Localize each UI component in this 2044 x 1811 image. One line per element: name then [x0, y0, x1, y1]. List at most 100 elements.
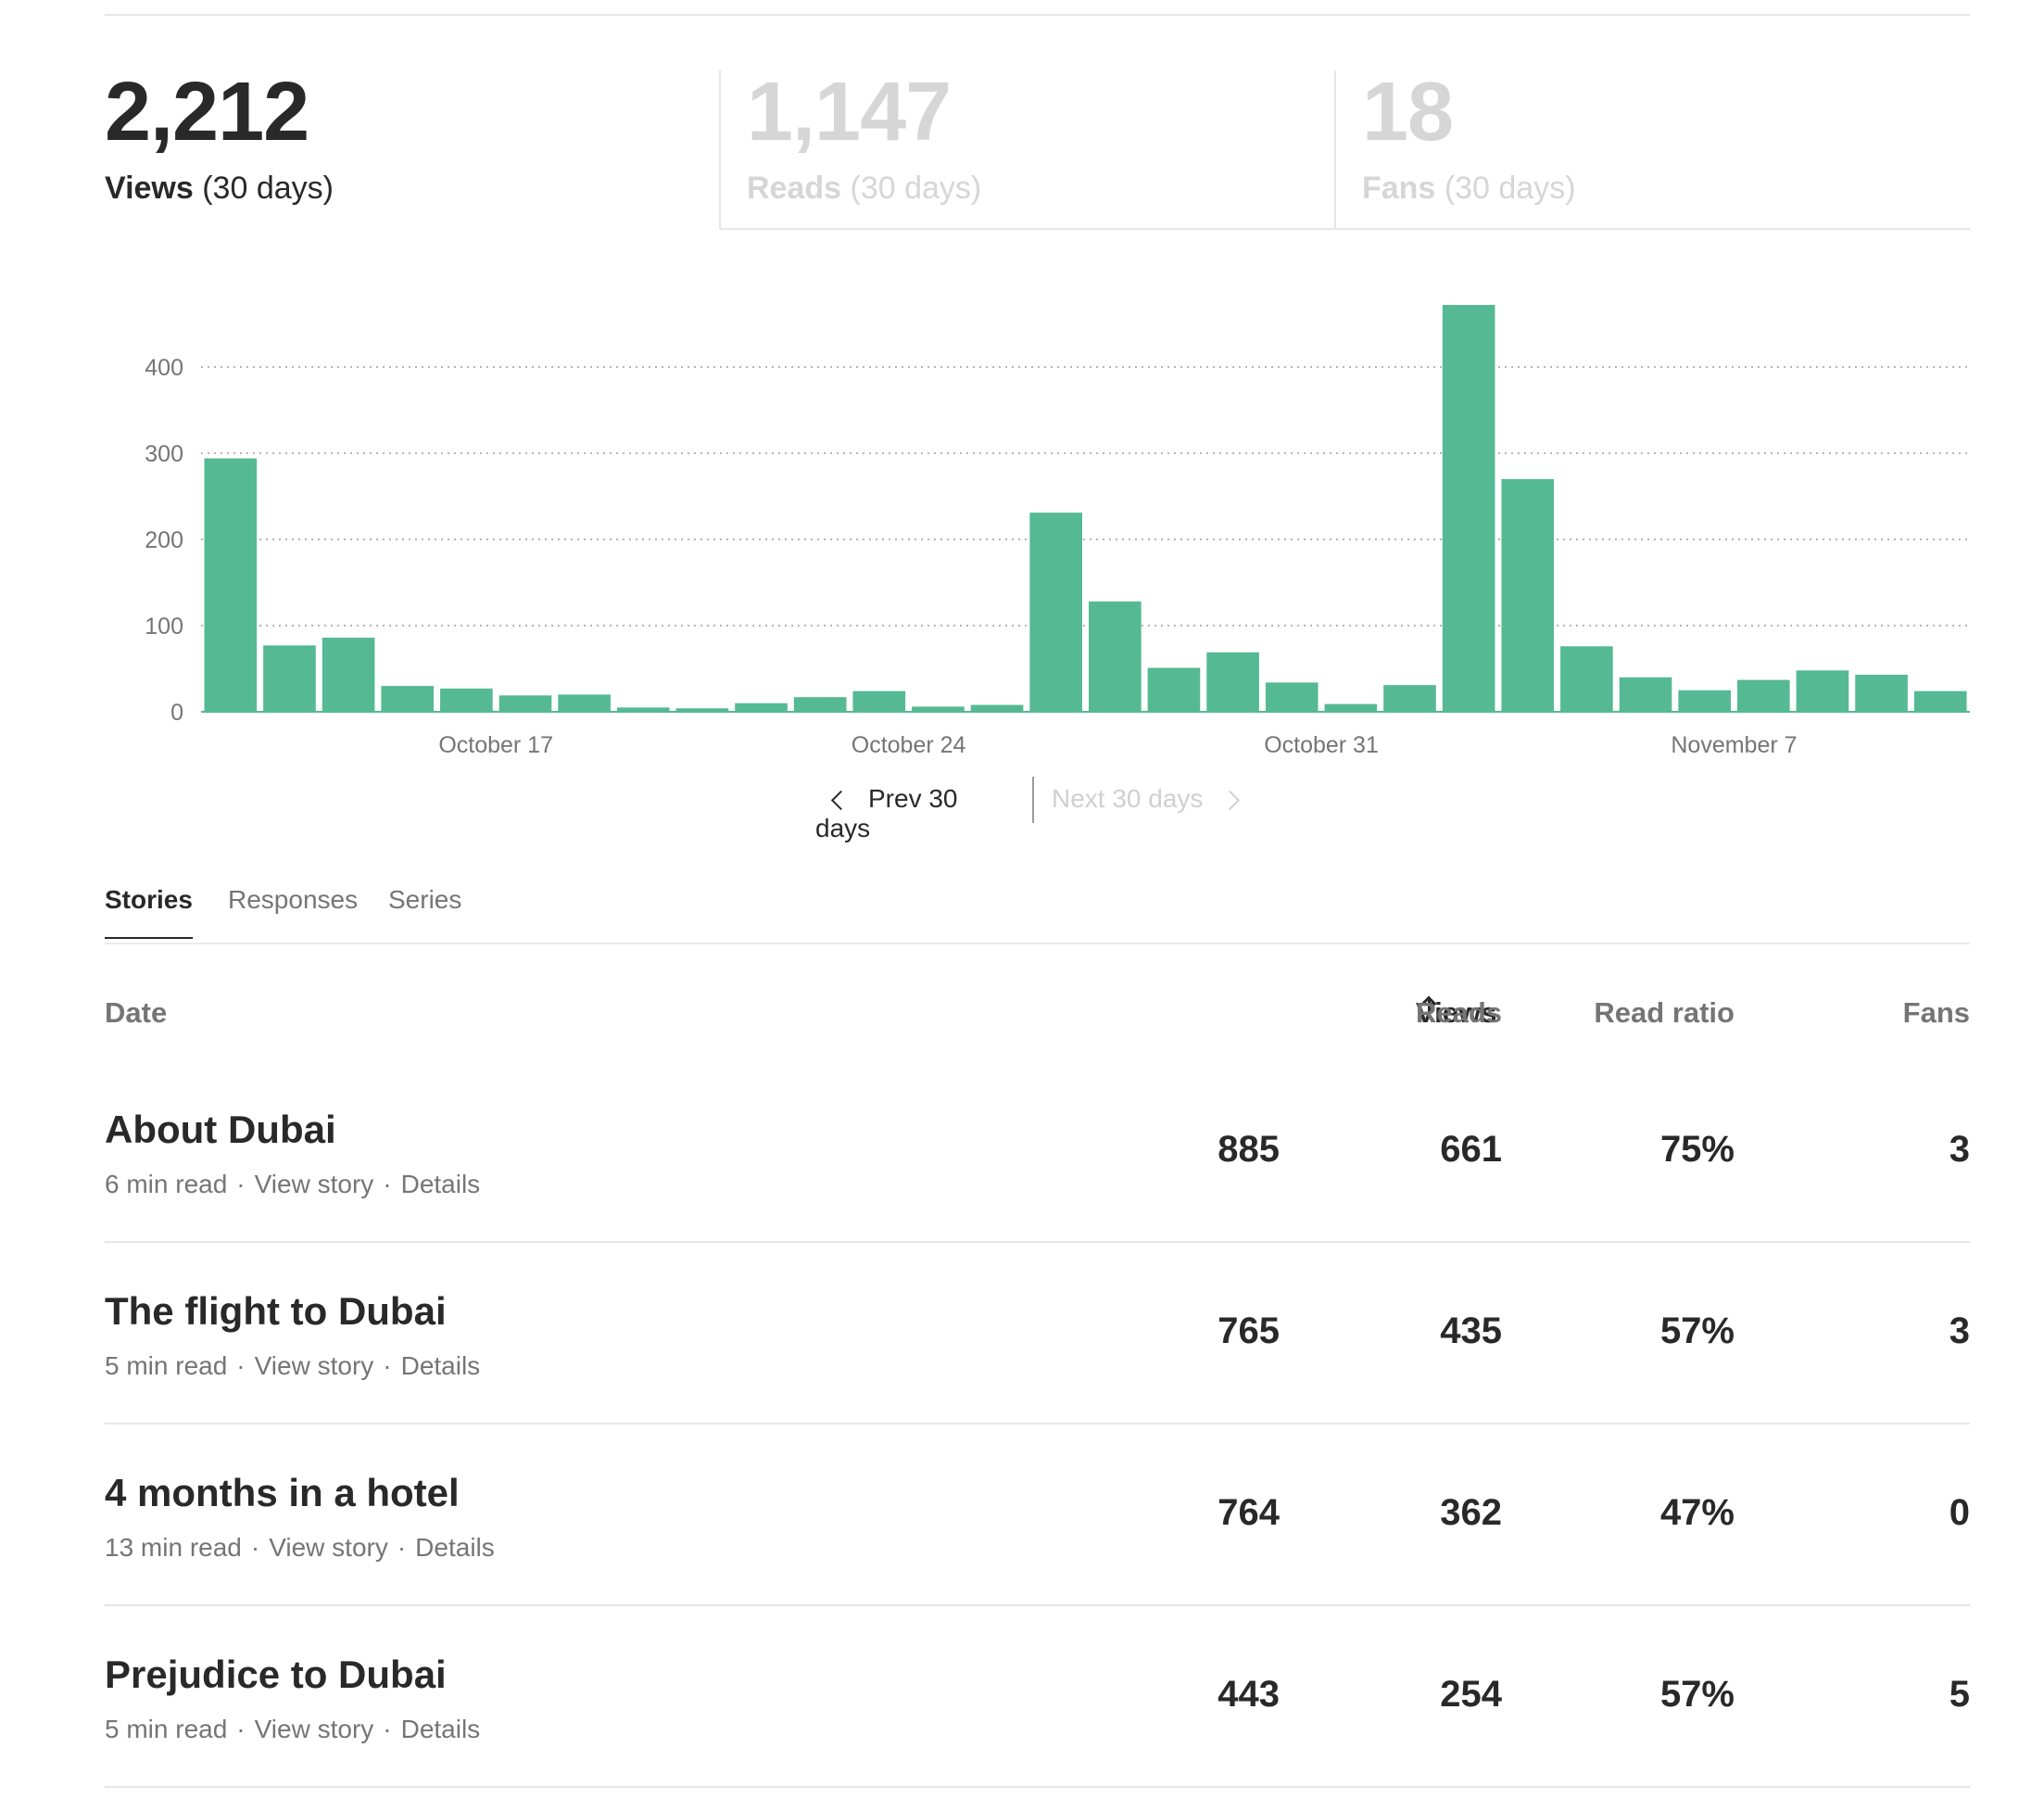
- table-row: The flight to Dubai 5 min read · View stor…: [105, 1243, 1970, 1425]
- reads-count: 1,147: [747, 66, 952, 158]
- story-meta: 5 min read · View story · Details: [105, 1351, 481, 1380]
- prev-30-days-button[interactable]: Prev 30 days: [815, 784, 958, 842]
- view-story-link[interactable]: View story: [254, 1715, 374, 1743]
- read-ratio-value: 57%: [1659, 1311, 1735, 1351]
- bar: [1560, 646, 1613, 712]
- bar: [1029, 513, 1082, 712]
- bar: [793, 697, 847, 712]
- read-ratio-value: 75%: [1659, 1129, 1735, 1170]
- tab-series[interactable]: Series: [388, 885, 462, 914]
- views-value: 765: [1218, 1311, 1280, 1351]
- bar: [322, 638, 375, 712]
- view-story-link[interactable]: View story: [269, 1533, 388, 1562]
- story-meta: 6 min read · View story · Details: [105, 1170, 481, 1198]
- view-story-link[interactable]: View story: [254, 1351, 374, 1380]
- details-link[interactable]: Details: [400, 1351, 481, 1380]
- story-meta: 5 min read · View story · Details: [105, 1715, 481, 1743]
- bar: [735, 703, 788, 712]
- bar: [616, 707, 670, 712]
- top-divider: [105, 14, 1970, 16]
- x-tick-label: October 17: [438, 732, 553, 758]
- reads-value: 435: [1440, 1311, 1502, 1351]
- read-time: 13 min read: [105, 1533, 242, 1562]
- column-fans[interactable]: Fans: [1902, 996, 1970, 1029]
- story-title[interactable]: Prejudice to Dubai: [105, 1653, 447, 1696]
- column-read-ratio[interactable]: Read ratio: [1594, 996, 1735, 1029]
- fans-value: 3: [1949, 1311, 1970, 1351]
- fans-value: 3: [1949, 1129, 1970, 1170]
- bar: [1206, 652, 1259, 712]
- fans-value: 5: [1949, 1674, 1970, 1715]
- read-ratio-value: 47%: [1659, 1492, 1735, 1533]
- bar: [1855, 675, 1908, 712]
- bar: [1913, 690, 1967, 712]
- reads-value: 362: [1440, 1492, 1502, 1533]
- bar: [440, 688, 493, 712]
- bar: [970, 704, 1024, 712]
- x-tick-label: November 7: [1671, 732, 1797, 758]
- column-reads[interactable]: Reads: [1415, 996, 1502, 1029]
- read-time: 5 min read: [105, 1715, 228, 1743]
- bar: [1501, 478, 1555, 712]
- y-tick-label: 300: [145, 441, 183, 467]
- details-link[interactable]: Details: [400, 1715, 481, 1743]
- tab-responses[interactable]: Responses: [228, 885, 359, 914]
- bar: [498, 695, 552, 712]
- y-tick-label: 100: [145, 614, 183, 640]
- fans-value: 0: [1949, 1492, 1970, 1533]
- table-row: About Dubai 6 min read · View story · Detail…: [105, 1061, 1970, 1243]
- bar: [558, 694, 611, 712]
- read-ratio-value: 57%: [1659, 1674, 1735, 1715]
- chevron-left-icon: [830, 791, 852, 811]
- bar: [912, 706, 965, 712]
- story-meta: 13 min read · View story · Details: [105, 1533, 495, 1562]
- table-row: 4 months in a hotel 13 min read · View sto…: [105, 1425, 1970, 1606]
- bar: [1147, 667, 1201, 712]
- table-row: Prejudice to Dubai 5 min read · View story…: [105, 1606, 1970, 1788]
- bar: [1736, 679, 1790, 712]
- bar: [1265, 682, 1319, 712]
- story-title[interactable]: About Dubai: [105, 1108, 336, 1151]
- x-tick-label: October 31: [1264, 732, 1379, 758]
- next-30-days-button[interactable]: Next 30 days: [1052, 784, 1265, 814]
- stories-table: About Dubai 6 min read · View story · Detail…: [105, 1061, 1970, 1788]
- reads-value: 661: [1440, 1129, 1502, 1170]
- story-title[interactable]: The flight to Dubai: [105, 1289, 447, 1333]
- bar: [263, 645, 316, 712]
- views-bar-chart: 0 100 200 300 400 October 17 October 24 October…: [145, 305, 1970, 758]
- y-tick-label: 200: [145, 527, 183, 553]
- y-tick-label: 400: [145, 355, 183, 381]
- details-link[interactable]: Details: [400, 1170, 481, 1198]
- tab-stories[interactable]: Stories: [105, 885, 193, 939]
- views-value: 885: [1218, 1129, 1280, 1170]
- table-header: Date Views Reads Read ratio Fans: [105, 996, 1970, 1029]
- view-story-link[interactable]: View story: [254, 1170, 374, 1198]
- stats-summary: 2,212 Views (30 days) 1,147 Reads (30 da…: [105, 70, 1970, 230]
- bar: [1442, 305, 1495, 712]
- x-tick-label: October 24: [852, 732, 966, 758]
- bar: [204, 458, 258, 712]
- views-value: 443: [1218, 1674, 1280, 1715]
- content-tabs: Stories Responses Series: [105, 885, 1970, 944]
- fans-count: 18: [1362, 66, 1454, 158]
- bar: [381, 686, 435, 712]
- read-time: 6 min read: [105, 1170, 228, 1198]
- chevron-right-icon: [1220, 791, 1241, 811]
- bar: [1678, 690, 1731, 712]
- read-time: 5 min read: [105, 1351, 228, 1380]
- bar: [1324, 703, 1378, 712]
- story-title[interactable]: 4 months in a hotel: [105, 1471, 460, 1514]
- bar: [1089, 601, 1142, 712]
- reads-stat-tab[interactable]: 1,147 Reads (30 days): [719, 70, 1334, 230]
- reads-label: Reads (30 days): [747, 171, 982, 206]
- details-link[interactable]: Details: [415, 1533, 495, 1562]
- reads-value: 254: [1440, 1674, 1502, 1715]
- y-tick-label: 0: [170, 700, 183, 726]
- sort-arrow-up-icon: [1423, 996, 1434, 1019]
- views-label: Views (30 days): [105, 171, 334, 206]
- bar: [1383, 685, 1436, 712]
- views-stat-tab[interactable]: 2,212 Views (30 days): [105, 70, 719, 230]
- column-date[interactable]: Date: [105, 996, 168, 1029]
- fans-stat-tab[interactable]: 18 Fans (30 days): [1334, 70, 1970, 230]
- bar: [1619, 677, 1672, 712]
